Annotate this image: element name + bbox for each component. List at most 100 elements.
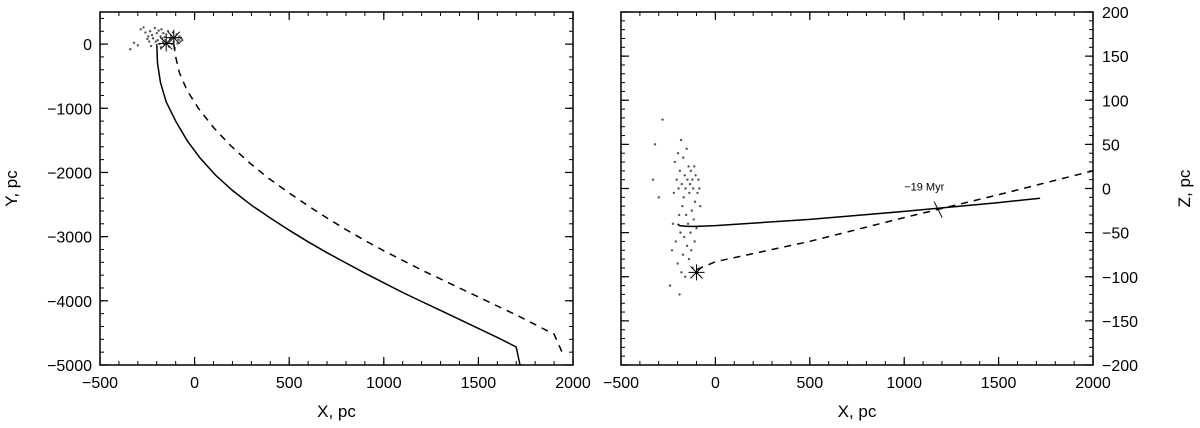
y-tick-label: 150	[1102, 49, 1129, 66]
scatter-point	[155, 31, 158, 35]
scatter-point	[670, 249, 674, 252]
scatter-point	[682, 156, 685, 159]
scatter-point	[678, 169, 682, 173]
scatter-point	[181, 39, 184, 42]
scatter-point	[691, 178, 694, 181]
y-tick-label: −100	[1102, 270, 1138, 287]
plot-frame	[620, 11, 1094, 366]
y-tick-label: 200	[1102, 5, 1129, 22]
scatter-point	[680, 182, 683, 186]
x-tick-label: 2000	[555, 375, 591, 392]
scatter-point	[680, 271, 683, 274]
scatter-point	[142, 26, 145, 29]
y-tick-label: 0	[1102, 182, 1111, 199]
y-tick-label: −5000	[47, 358, 92, 375]
scatter-point	[676, 152, 680, 155]
scatter-point	[179, 40, 182, 43]
scatter-point	[685, 147, 688, 150]
scatter-point	[132, 41, 136, 45]
scatter-point	[684, 213, 688, 217]
scatter-point	[161, 40, 165, 44]
scatter-point	[671, 222, 675, 225]
scatter-point	[695, 227, 698, 230]
scatter-point	[147, 40, 151, 43]
scatter-point	[678, 293, 681, 296]
scatter-point	[679, 231, 682, 234]
scatter-point	[156, 39, 159, 42]
scatter-point	[151, 37, 155, 40]
asterisk-marker	[688, 264, 705, 281]
y-axis-label: Y, pc	[2, 170, 21, 207]
scatter-point	[157, 29, 160, 32]
z-axis-label: Z, pc	[1175, 169, 1194, 207]
scatter-point	[686, 222, 690, 225]
scatter-point	[653, 143, 657, 146]
scatter-point	[677, 187, 680, 190]
scatter-point	[683, 275, 687, 278]
scatter-point	[136, 44, 140, 47]
scatter-point	[686, 178, 689, 181]
xz-panel: X, pc Z, pc −500 0 500 1000 1500 2000−200−150…	[603, 5, 1194, 421]
scatter-point	[684, 187, 687, 190]
scatter-point	[668, 284, 672, 287]
scatter-point	[144, 31, 147, 34]
scatter-point	[139, 28, 142, 31]
scatter-point	[153, 26, 157, 30]
scatter-point	[693, 165, 696, 168]
scatter-point	[696, 191, 699, 195]
time-tick-marker	[933, 201, 943, 218]
x-tick-label: 2000	[1075, 375, 1111, 392]
x-tick-label: −500	[82, 375, 118, 392]
solid-orbit-line	[156, 44, 521, 365]
y-tick-label: −150	[1102, 314, 1138, 331]
x-axis-label: X, pc	[317, 402, 356, 421]
plot-frame	[99, 11, 574, 366]
scatter-point	[163, 35, 166, 39]
scatter-point	[176, 42, 179, 45]
scatter-point	[674, 240, 677, 243]
scatter-point	[697, 178, 700, 181]
y-tick-label: −50	[1102, 226, 1129, 243]
scatter-point	[149, 44, 153, 48]
scatter-point	[160, 28, 163, 31]
scatter-point	[657, 196, 660, 199]
scatter-point	[690, 249, 693, 252]
scatter-point	[677, 213, 681, 217]
scatter-point	[162, 31, 165, 35]
scatter-point	[689, 169, 693, 173]
x-tick-label: −500	[603, 375, 639, 392]
scatter-point	[166, 30, 170, 33]
y-tick-label: 100	[1102, 93, 1129, 110]
scatter-point	[691, 187, 695, 190]
y-tick-label: −200	[1102, 358, 1138, 375]
scatter-point	[682, 196, 685, 199]
scatter-point	[693, 240, 696, 243]
scatter-point	[693, 200, 697, 203]
x-tick-label: 500	[796, 375, 823, 392]
x-tick-label: 1500	[981, 375, 1017, 392]
y-tick-label: −2000	[47, 165, 92, 182]
solid-orbit-line	[677, 197, 1041, 228]
dashed-orbit-line	[696, 170, 1093, 271]
scatter-point	[689, 231, 692, 234]
scatter-point	[687, 257, 691, 261]
scatter-point	[673, 160, 677, 164]
x-tick-label: 1500	[461, 375, 497, 392]
scatter-point	[688, 191, 691, 195]
scatter-point	[683, 235, 686, 239]
scatter-point	[676, 262, 679, 265]
scatter-point	[675, 178, 678, 181]
scatter-point	[681, 253, 685, 256]
y-tick-label: −4000	[47, 294, 92, 311]
scatter-point	[129, 48, 132, 51]
x-tick-label: 0	[711, 375, 720, 392]
asterisk-marker	[158, 35, 175, 52]
y-tick-label: −1000	[47, 101, 92, 118]
scatter-point	[692, 218, 695, 221]
x-axis-label: X, pc	[838, 402, 877, 421]
scatter-point	[154, 40, 158, 43]
scatter-point	[687, 165, 690, 168]
x-tick-label: 1000	[886, 375, 922, 392]
x-tick-label: 500	[276, 375, 303, 392]
